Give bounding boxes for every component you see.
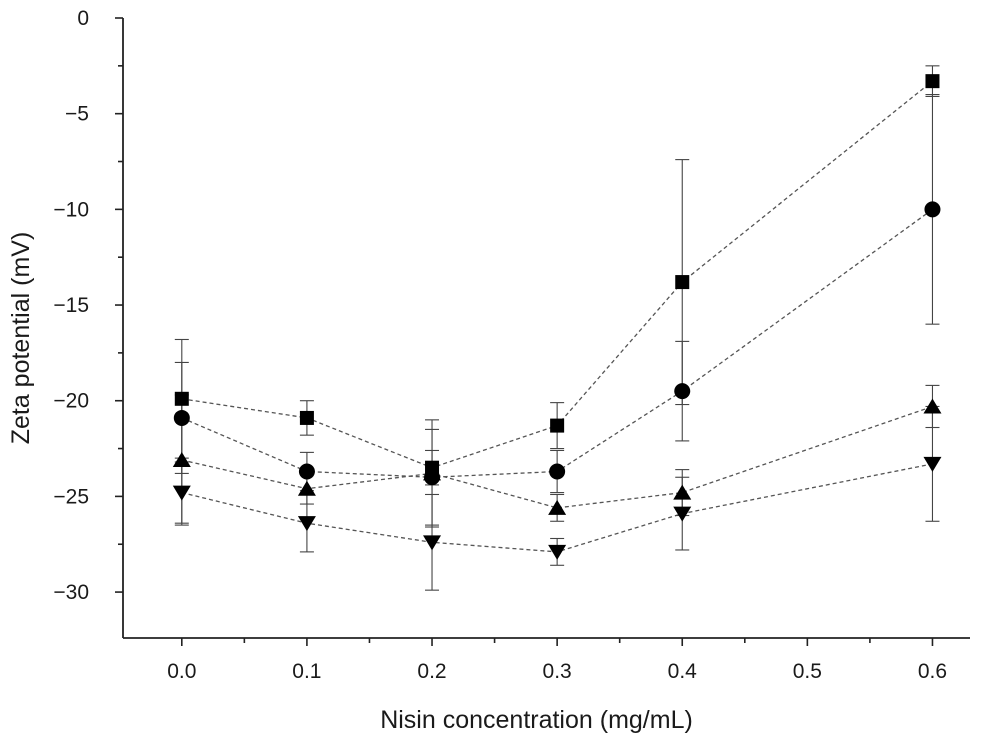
x-tick-label: 0.0 — [167, 660, 196, 683]
x-tick-label: 0.1 — [292, 660, 321, 683]
data-point-square — [550, 418, 565, 433]
data-point-square — [675, 275, 690, 290]
data-point-triangle-down — [172, 485, 191, 501]
data-point-triangle-up — [923, 398, 942, 414]
series-lines — [181, 80, 933, 553]
data-point-triangle-down — [923, 456, 942, 472]
y-axis-ticks: 0 −5 −10 −15 −20 −25 −30 — [53, 7, 123, 604]
axes — [122, 18, 970, 639]
data-point-square — [925, 74, 940, 89]
data-point-circle — [173, 409, 190, 426]
data-point-square — [299, 410, 314, 425]
y-tick-label: −5 — [65, 103, 89, 126]
data-point-triangle-up — [172, 452, 191, 468]
y-tick-label: −20 — [53, 390, 89, 413]
data-point-triangle-down — [548, 544, 567, 560]
data-point-triangle-down — [673, 506, 692, 522]
series-line-circle — [181, 208, 933, 478]
y-tick-label: −30 — [53, 581, 89, 604]
y-tick-label: −25 — [53, 485, 89, 508]
series-line-square — [181, 80, 933, 469]
y-axis-title: Zeta potential (mV) — [7, 232, 35, 445]
data-point-circle — [924, 201, 941, 218]
x-tick-label: 0.2 — [417, 660, 446, 683]
x-tick-label: 0.4 — [668, 660, 698, 683]
x-tick-label: 0.6 — [918, 660, 947, 683]
data-point-circle — [549, 463, 566, 480]
data-point-triangle-up — [673, 484, 692, 500]
series-line-triangle-down — [181, 463, 933, 553]
x-axis-title: Nisin concentration (mg/mL) — [380, 706, 693, 734]
data-point-circle — [674, 383, 691, 400]
data-point-square — [174, 391, 189, 406]
x-tick-label: 0.3 — [543, 660, 572, 683]
data-point-triangle-up — [423, 465, 442, 481]
data-point-triangle-up — [297, 480, 316, 496]
data-point-triangle-up — [548, 499, 567, 515]
data-point-triangle-down — [423, 535, 442, 551]
x-tick-label: 0.5 — [793, 660, 822, 683]
y-tick-label: −15 — [53, 294, 89, 317]
data-point-triangle-down — [297, 516, 316, 532]
x-axis-ticks: 0.0 0.1 0.2 0.3 0.4 0.5 0.6 — [167, 638, 947, 683]
y-tick-label: −10 — [53, 198, 89, 221]
data-point-circle — [298, 463, 315, 480]
y-tick-label: 0 — [77, 7, 89, 30]
series-line-triangle-up — [181, 405, 933, 509]
data-markers — [172, 74, 942, 560]
